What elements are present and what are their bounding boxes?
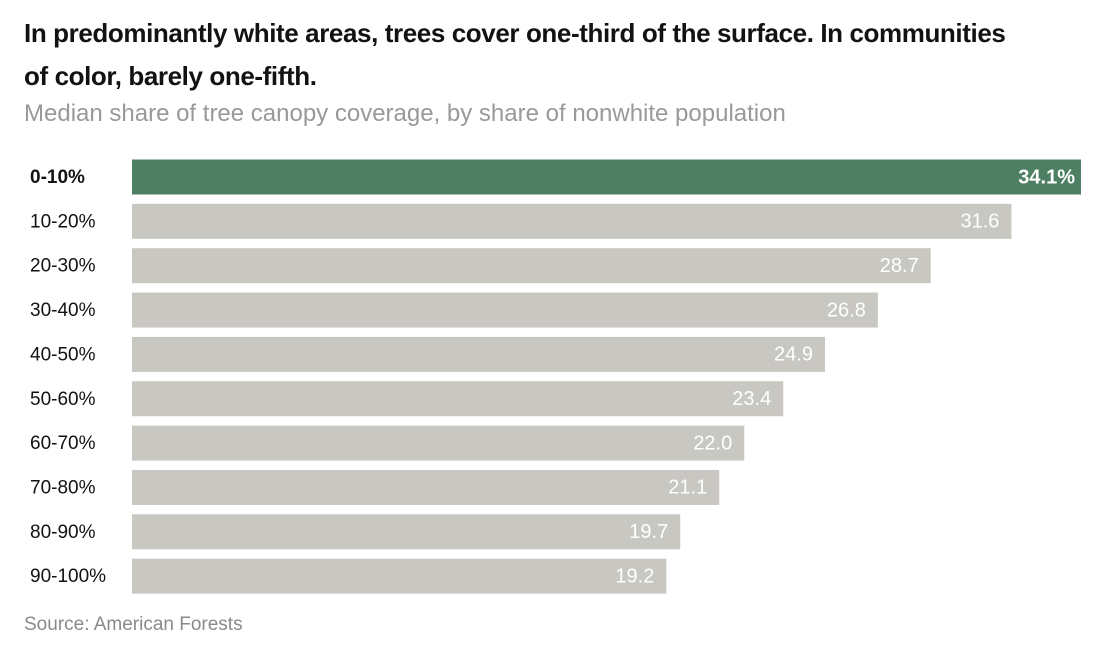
value-label: 34.1% bbox=[1018, 166, 1075, 188]
y-tick-label: 0-10% bbox=[30, 167, 85, 188]
value-label: 19.7 bbox=[629, 521, 668, 543]
value-label: 28.7 bbox=[880, 255, 919, 277]
value-label: 19.2 bbox=[615, 565, 654, 587]
bar bbox=[132, 159, 1081, 195]
value-label: 21.1 bbox=[668, 477, 707, 499]
y-tick-label: 30-40% bbox=[30, 300, 96, 321]
bar bbox=[132, 381, 784, 417]
chart-subtitle: Median share of tree canopy coverage, by… bbox=[24, 100, 786, 127]
value-label: 31.6 bbox=[960, 211, 999, 233]
value-label: 22.0 bbox=[693, 432, 732, 454]
y-tick-label: 10-20% bbox=[30, 211, 96, 232]
bar bbox=[132, 248, 931, 284]
bar bbox=[132, 203, 1012, 239]
value-label: 24.9 bbox=[774, 344, 813, 366]
bar bbox=[132, 558, 667, 594]
bar bbox=[132, 469, 720, 505]
bar bbox=[132, 292, 878, 328]
y-tick-label: 90-100% bbox=[30, 566, 106, 587]
y-tick-label: 50-60% bbox=[30, 389, 96, 410]
value-label: 23.4 bbox=[732, 388, 771, 410]
bar bbox=[132, 425, 745, 461]
y-tick-label: 70-80% bbox=[30, 477, 96, 498]
bar bbox=[132, 336, 825, 372]
y-tick-label: 80-90% bbox=[30, 522, 96, 543]
value-label: 26.8 bbox=[827, 299, 866, 321]
source-note: Source: American Forests bbox=[24, 614, 243, 635]
chart-title: In predominantly white areas, trees cove… bbox=[24, 18, 1006, 91]
y-tick-label: 40-50% bbox=[30, 344, 96, 365]
y-tick-label: 60-70% bbox=[30, 433, 96, 454]
bar bbox=[132, 514, 681, 550]
y-tick-label: 20-30% bbox=[30, 256, 96, 277]
